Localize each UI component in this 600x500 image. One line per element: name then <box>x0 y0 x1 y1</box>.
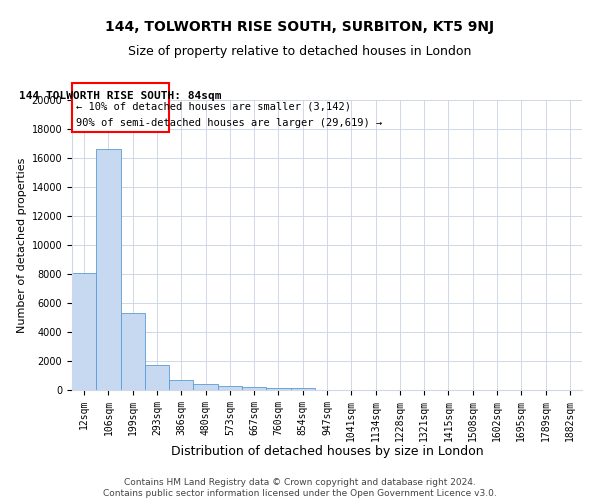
Bar <box>121 313 145 390</box>
Text: Contains HM Land Registry data © Crown copyright and database right 2024.
Contai: Contains HM Land Registry data © Crown c… <box>103 478 497 498</box>
Text: Size of property relative to detached houses in London: Size of property relative to detached ho… <box>128 45 472 58</box>
Bar <box>72 272 96 390</box>
Text: 144 TOLWORTH RISE SOUTH: 84sqm: 144 TOLWORTH RISE SOUTH: 84sqm <box>19 92 222 102</box>
Bar <box>193 384 218 390</box>
Text: ← 10% of detached houses are smaller (3,142): ← 10% of detached houses are smaller (3,… <box>76 102 350 112</box>
Bar <box>290 388 315 390</box>
Bar <box>145 364 169 390</box>
Bar <box>72 82 169 132</box>
Bar <box>242 387 266 390</box>
Text: 90% of semi-detached houses are larger (29,619) →: 90% of semi-detached houses are larger (… <box>76 118 382 128</box>
X-axis label: Distribution of detached houses by size in London: Distribution of detached houses by size … <box>170 445 484 458</box>
Text: 144, TOLWORTH RISE SOUTH, SURBITON, KT5 9NJ: 144, TOLWORTH RISE SOUTH, SURBITON, KT5 … <box>106 20 494 34</box>
Bar <box>96 150 121 390</box>
Bar <box>169 380 193 390</box>
Bar <box>266 388 290 390</box>
Y-axis label: Number of detached properties: Number of detached properties <box>17 158 28 332</box>
Bar <box>218 386 242 390</box>
